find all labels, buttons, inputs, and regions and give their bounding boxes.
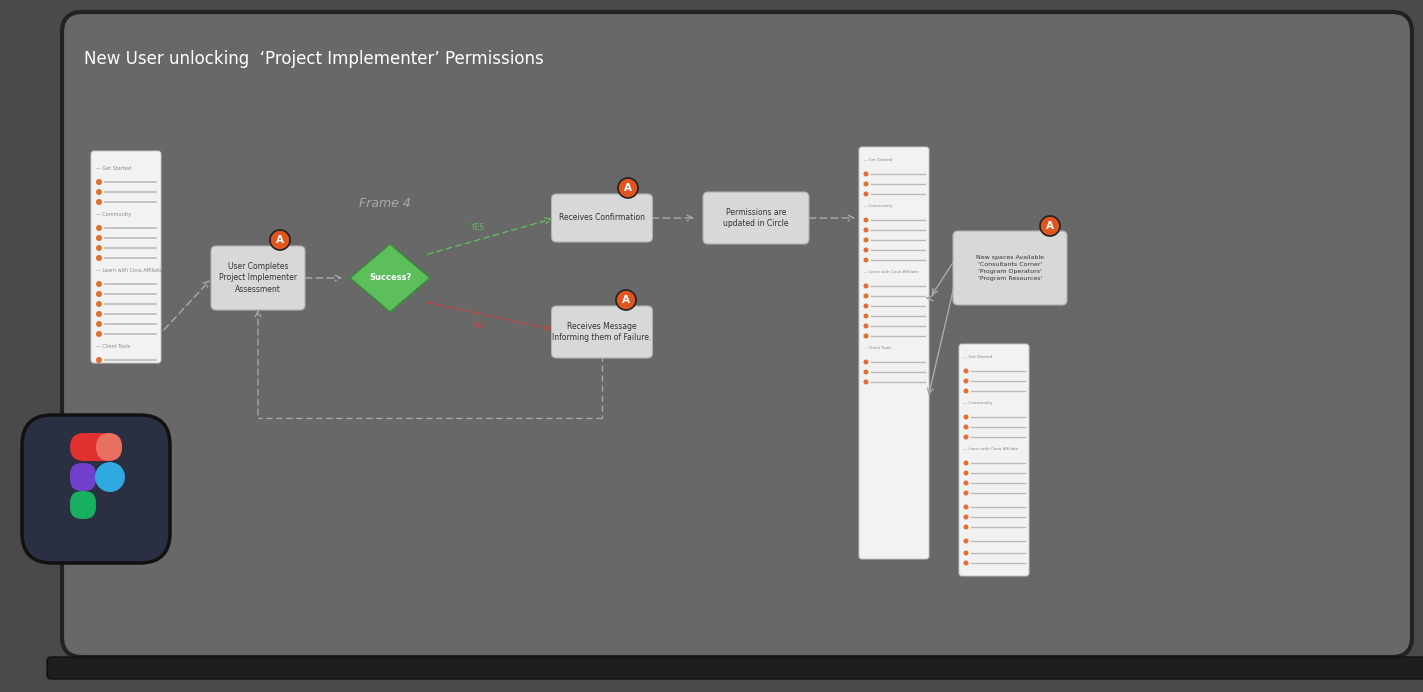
Circle shape — [864, 237, 868, 242]
FancyBboxPatch shape — [63, 12, 1412, 657]
Circle shape — [95, 179, 102, 185]
Circle shape — [963, 388, 969, 394]
Text: — Community: — Community — [963, 401, 992, 405]
Text: Receives Message
Informing them of Failure.: Receives Message Informing them of Failu… — [552, 322, 652, 343]
FancyBboxPatch shape — [211, 246, 305, 310]
Text: — Learn with Cova Affiliate: — Learn with Cova Affiliate — [95, 268, 162, 273]
Circle shape — [963, 415, 969, 419]
Circle shape — [95, 245, 102, 251]
Circle shape — [963, 480, 969, 486]
Circle shape — [864, 172, 868, 176]
Circle shape — [864, 257, 868, 262]
Text: — Get Started: — Get Started — [963, 355, 992, 359]
Text: New spaces Available
'Consultants Corner'
'Program Operators'
'Program Resources: New spaces Available 'Consultants Corner… — [976, 255, 1044, 281]
Circle shape — [95, 311, 102, 317]
Circle shape — [864, 304, 868, 309]
Circle shape — [864, 360, 868, 365]
Text: — Learn with Cova Affiliate: — Learn with Cova Affiliate — [862, 270, 918, 274]
Circle shape — [864, 379, 868, 385]
Text: — Get Started: — Get Started — [95, 166, 131, 171]
Circle shape — [864, 313, 868, 318]
Polygon shape — [350, 244, 430, 312]
Circle shape — [963, 514, 969, 520]
Circle shape — [864, 217, 868, 223]
Circle shape — [864, 370, 868, 374]
Circle shape — [963, 491, 969, 495]
FancyBboxPatch shape — [859, 147, 929, 559]
Circle shape — [95, 301, 102, 307]
Circle shape — [95, 199, 102, 205]
Circle shape — [95, 462, 125, 492]
Circle shape — [963, 551, 969, 556]
Circle shape — [864, 248, 868, 253]
Circle shape — [963, 435, 969, 439]
Circle shape — [95, 189, 102, 195]
Circle shape — [864, 334, 868, 338]
FancyBboxPatch shape — [703, 192, 810, 244]
Text: A: A — [276, 235, 285, 245]
Circle shape — [616, 290, 636, 310]
Circle shape — [95, 225, 102, 231]
Circle shape — [270, 230, 290, 250]
Circle shape — [95, 321, 102, 327]
Text: Permissions are
updated in Circle: Permissions are updated in Circle — [723, 208, 788, 228]
FancyBboxPatch shape — [70, 491, 95, 519]
Circle shape — [963, 538, 969, 543]
Circle shape — [963, 369, 969, 374]
FancyBboxPatch shape — [91, 151, 161, 363]
Circle shape — [963, 504, 969, 509]
FancyBboxPatch shape — [70, 433, 122, 461]
Text: Success?: Success? — [369, 273, 411, 282]
Circle shape — [864, 284, 868, 289]
Text: — Community: — Community — [862, 204, 892, 208]
Text: User Completes
Project Implementer
Assessment: User Completes Project Implementer Asses… — [219, 262, 297, 294]
Circle shape — [618, 178, 638, 198]
Circle shape — [95, 331, 102, 337]
Circle shape — [963, 460, 969, 466]
FancyBboxPatch shape — [70, 463, 95, 491]
FancyBboxPatch shape — [47, 657, 1423, 679]
Circle shape — [963, 471, 969, 475]
Text: A: A — [1046, 221, 1054, 231]
Circle shape — [864, 323, 868, 329]
Text: — Community: — Community — [95, 212, 131, 217]
Text: No: No — [472, 320, 484, 329]
Circle shape — [95, 281, 102, 287]
Circle shape — [864, 181, 868, 187]
Circle shape — [963, 525, 969, 529]
FancyBboxPatch shape — [959, 344, 1029, 576]
Text: YES: YES — [471, 224, 485, 233]
Text: Receives Confirmation: Receives Confirmation — [559, 214, 645, 223]
Text: A: A — [625, 183, 632, 193]
FancyBboxPatch shape — [552, 306, 653, 358]
Text: Frame 4: Frame 4 — [359, 197, 411, 210]
Text: — Get Started: — Get Started — [862, 158, 892, 162]
FancyBboxPatch shape — [953, 231, 1067, 305]
Circle shape — [864, 293, 868, 298]
Text: — Learn with Cova Affiliate: — Learn with Cova Affiliate — [963, 447, 1019, 451]
FancyBboxPatch shape — [95, 433, 122, 461]
Circle shape — [963, 379, 969, 383]
Circle shape — [95, 255, 102, 261]
Circle shape — [1040, 216, 1060, 236]
FancyBboxPatch shape — [552, 194, 653, 242]
Text: New User unlocking  ‘Project Implementer’ Permissions: New User unlocking ‘Project Implementer’… — [84, 50, 544, 68]
Circle shape — [95, 235, 102, 241]
FancyBboxPatch shape — [21, 415, 169, 563]
Circle shape — [864, 192, 868, 197]
Text: — Client Tools: — Client Tools — [95, 344, 129, 349]
Circle shape — [864, 228, 868, 233]
Circle shape — [95, 291, 102, 297]
Circle shape — [963, 424, 969, 430]
Text: A: A — [622, 295, 630, 305]
Text: — Client Tools: — Client Tools — [862, 346, 891, 350]
Circle shape — [963, 561, 969, 565]
Circle shape — [95, 357, 102, 363]
